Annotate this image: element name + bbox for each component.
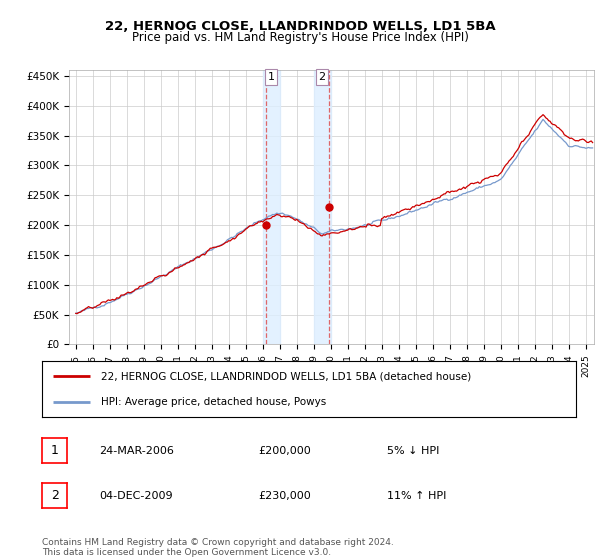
Text: 04-DEC-2009: 04-DEC-2009 — [99, 491, 173, 501]
Text: 22, HERNOG CLOSE, LLANDRINDOD WELLS, LD1 5BA (detached house): 22, HERNOG CLOSE, LLANDRINDOD WELLS, LD1… — [101, 371, 471, 381]
Text: 1: 1 — [50, 444, 59, 458]
Text: £200,000: £200,000 — [258, 446, 311, 456]
Text: Contains HM Land Registry data © Crown copyright and database right 2024.
This d: Contains HM Land Registry data © Crown c… — [42, 538, 394, 557]
Text: 2: 2 — [50, 489, 59, 502]
Text: 22, HERNOG CLOSE, LLANDRINDOD WELLS, LD1 5BA: 22, HERNOG CLOSE, LLANDRINDOD WELLS, LD1… — [104, 20, 496, 32]
Text: 11% ↑ HPI: 11% ↑ HPI — [387, 491, 446, 501]
Text: HPI: Average price, detached house, Powys: HPI: Average price, detached house, Powy… — [101, 397, 326, 407]
Text: £230,000: £230,000 — [258, 491, 311, 501]
Text: 24-MAR-2006: 24-MAR-2006 — [99, 446, 174, 456]
Bar — [263, 70, 280, 344]
Text: 2: 2 — [319, 72, 326, 82]
Text: 5% ↓ HPI: 5% ↓ HPI — [387, 446, 439, 456]
Bar — [314, 70, 331, 344]
Text: Price paid vs. HM Land Registry's House Price Index (HPI): Price paid vs. HM Land Registry's House … — [131, 31, 469, 44]
Text: 1: 1 — [268, 72, 275, 82]
